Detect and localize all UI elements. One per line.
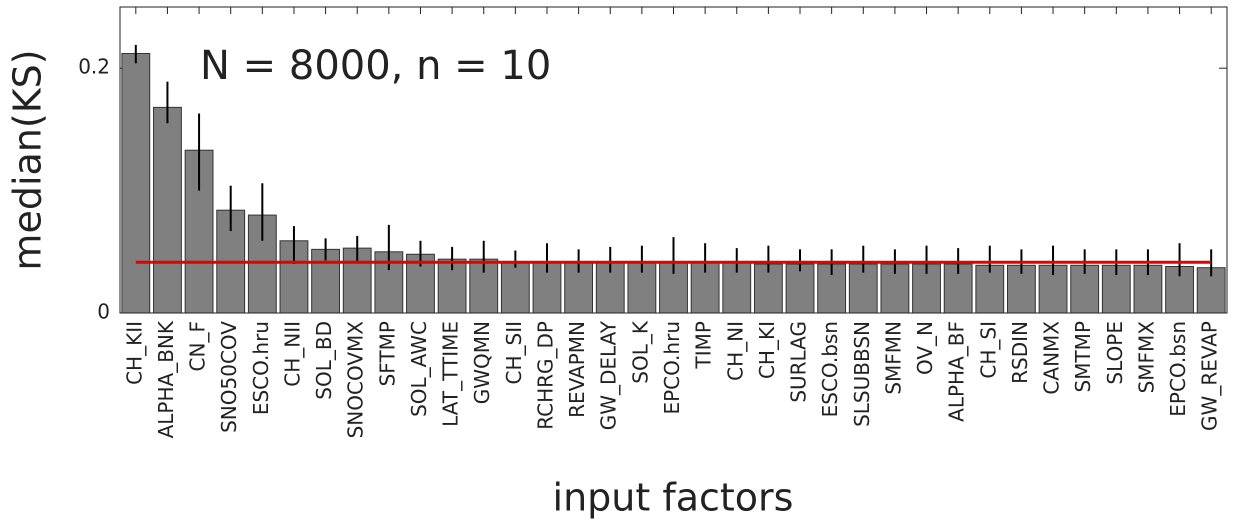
x-tick-label: CH_NI	[723, 321, 747, 381]
x-tick-label: EPCO.bsn	[1166, 321, 1190, 417]
y-axis-label: median(KS)	[6, 49, 50, 270]
x-tick-label: CH_SII	[502, 321, 526, 385]
x-tick-label: SNO50COV	[217, 321, 241, 433]
x-tick-label: SLOPE	[1103, 321, 1127, 385]
x-tick-label: RCHRG_DP	[533, 321, 557, 430]
x-tick-label: CH_KI	[755, 321, 779, 379]
plot-frame	[119, 6, 1228, 314]
x-tick-label: SMFMX	[1134, 321, 1158, 394]
x-tick-label: CH_NII	[280, 321, 304, 387]
x-tick-label: CH_SI	[976, 321, 1000, 379]
x-tick-label: SNOCOVMX	[344, 321, 368, 439]
x-tick-label: LAT_TTIME	[439, 321, 463, 427]
x-tick-label: SFTMP	[375, 321, 399, 386]
x-tick-label: ALPHA_BNK	[154, 320, 178, 438]
x-tick-label: ESCO.bsn	[818, 321, 842, 417]
y-tick-label: 0	[97, 300, 110, 324]
x-tick-label: SMTMP	[1071, 321, 1095, 392]
x-tick-label: CN_F	[186, 321, 210, 371]
y-tick-label: 0.2	[78, 55, 110, 79]
x-tick-label: GWQMN	[470, 321, 494, 404]
x-tick-label: OV_N	[913, 321, 937, 375]
x-tick-label: EPCO.hru	[660, 321, 684, 415]
x-tick-label: TIMP	[692, 321, 716, 369]
x-tick-label: SOL_BD	[312, 321, 336, 400]
x-axis-label: input factors	[553, 476, 794, 520]
bar	[500, 262, 530, 314]
x-tick-label: SLSUBBSN	[850, 321, 874, 427]
x-tick-label: REVAPMN	[565, 321, 589, 418]
x-tick-label: SURLAG	[787, 321, 811, 403]
bar	[153, 106, 182, 314]
x-tick-label: RSDIN	[1008, 321, 1032, 384]
x-tick-label: ESCO.hru	[249, 321, 273, 415]
x-tick-label: SMFMN	[881, 321, 905, 395]
annotation: N = 8000, n = 10	[200, 43, 551, 89]
bar	[975, 264, 1005, 314]
x-tick-label: GW_REVAP	[1198, 321, 1222, 431]
x-tick-label: SOL_AWC	[407, 321, 431, 417]
x-tick-label: CANMX	[1040, 321, 1064, 395]
x-tick-label: ALPHA_BF	[945, 321, 969, 422]
x-tick-label: SOL_K	[628, 320, 652, 384]
x-tick-label: GW_DELAY	[597, 320, 621, 430]
x-tick-label: CH_KII	[122, 321, 146, 385]
bar	[121, 53, 151, 314]
